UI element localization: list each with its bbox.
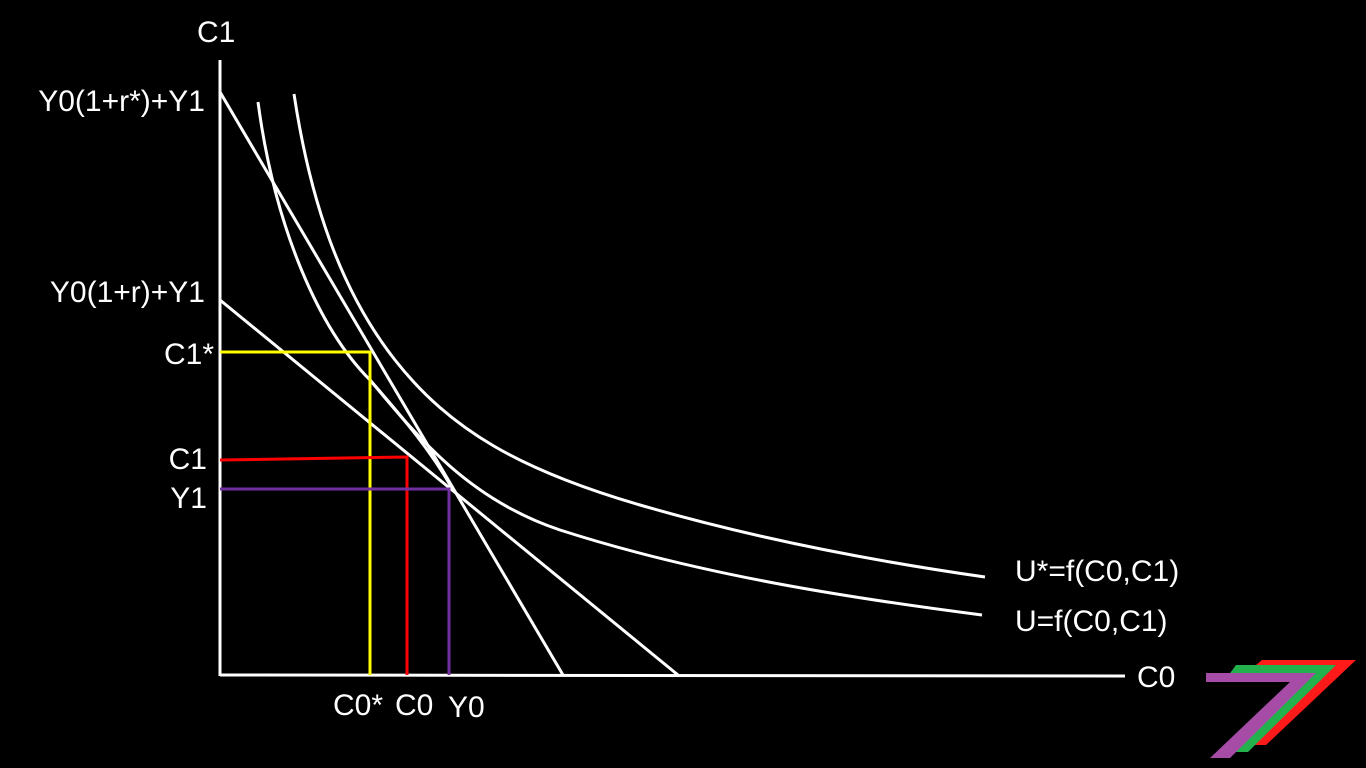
guide-line-endowment: [220, 487, 451, 675]
c0-star-label: C0*: [333, 689, 383, 722]
utility-label: U=f(C0,C1): [1015, 605, 1168, 638]
intercept-low-label: Y0(1+r)+Y1: [50, 276, 205, 309]
brand-logo: [1206, 660, 1356, 758]
utility-star-label: U*=f(C0,C1): [1015, 555, 1179, 588]
guide-line-optimum: [219, 455, 409, 675]
intercept-high-label: Y0(1+r*)+Y1: [38, 85, 205, 118]
x-axis-label: C0: [1137, 661, 1175, 694]
y0-label: Y0: [448, 691, 485, 724]
y-axis-label: C1: [197, 16, 235, 49]
c1-label: C1: [169, 443, 207, 476]
logo-stripe-purple: [1206, 673, 1316, 758]
c0-label: C0: [395, 689, 433, 722]
budget-line-high-rate: [218, 91, 565, 676]
y1-label: Y1: [170, 482, 207, 515]
guide-line-optimum-star: [220, 350, 372, 675]
x-axis: [219, 673, 1126, 678]
c1-star-label: C1*: [164, 338, 214, 371]
indifference-curve-u-star: [292, 93, 986, 579]
steep-budget-curve: [256, 101, 454, 489]
indifference-curve-u: [368, 379, 983, 617]
